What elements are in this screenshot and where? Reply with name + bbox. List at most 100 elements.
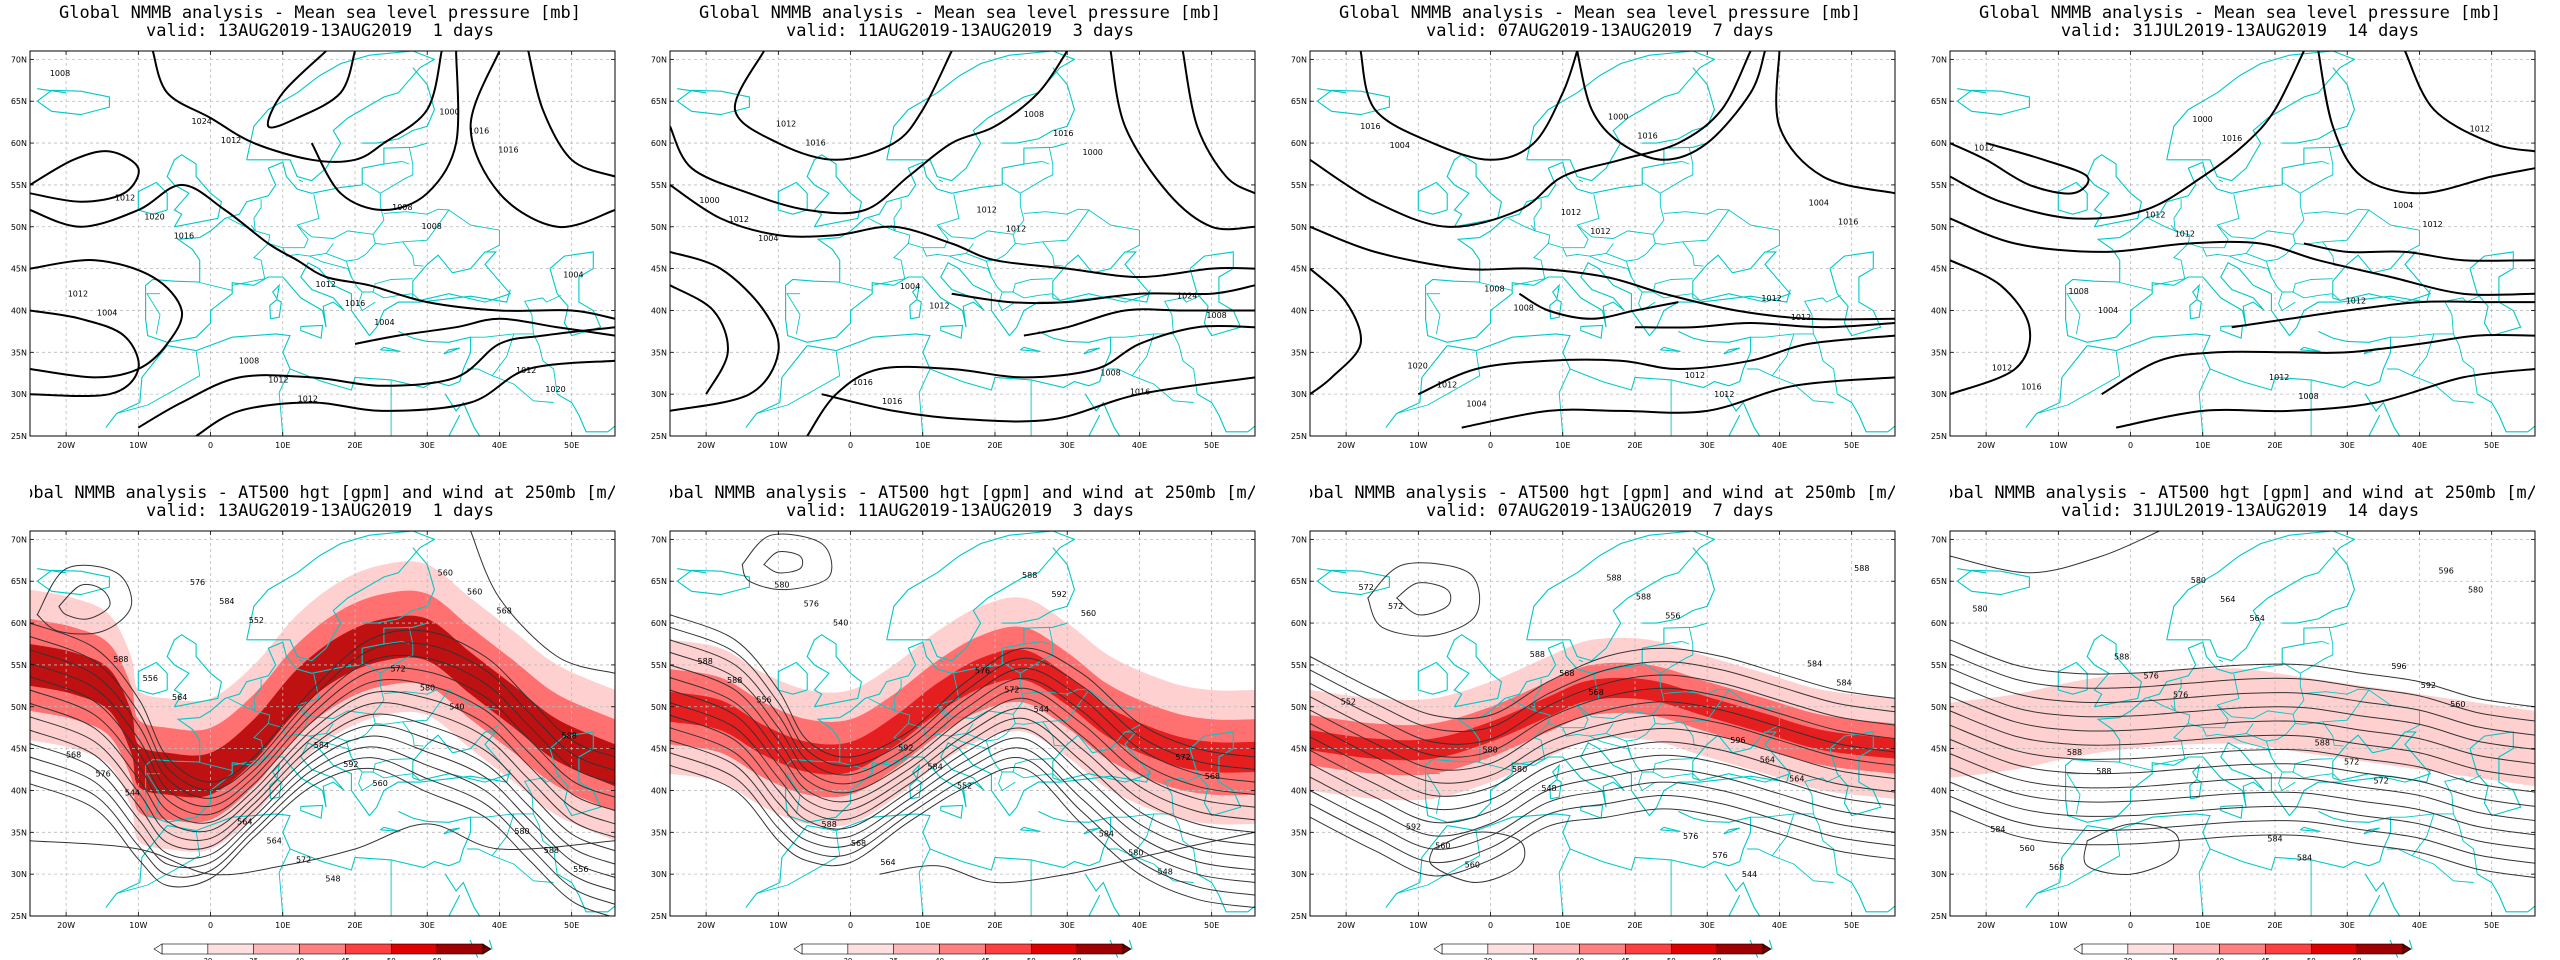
contour-label: 580 xyxy=(420,683,435,692)
contour-label: 1012 xyxy=(729,215,749,224)
lon-tick-label: 0 xyxy=(208,921,213,930)
contour-label: 560 xyxy=(2450,700,2465,709)
contour-label: 1012 xyxy=(2175,230,2195,239)
lat-tick-label: 55N xyxy=(11,181,27,190)
contour-label: 588 xyxy=(562,731,577,740)
jet-band-strong xyxy=(1310,677,1895,761)
colorbar-swatch xyxy=(1441,943,1489,955)
lon-tick-label: 20E xyxy=(987,921,1002,930)
contour-label: 580 xyxy=(1512,765,1527,774)
plot-border xyxy=(1949,530,2536,917)
isobar-line xyxy=(1359,50,1579,161)
height-contour-line xyxy=(1949,753,2536,822)
contour-label: 560 xyxy=(1435,841,1450,850)
contour-label: 1008 xyxy=(2298,392,2318,401)
lat-tick-label: 35N xyxy=(1931,828,1947,837)
lon-tick-label: 50E xyxy=(2484,441,2499,450)
contour-label: 588 xyxy=(113,655,128,664)
lon-tick-label: 10E xyxy=(915,921,930,930)
isobar-line xyxy=(1309,267,1363,395)
contour-label: 588 xyxy=(2096,767,2111,776)
contour-label: 1008 xyxy=(1514,304,1534,313)
panel-z500-14days: Global NMMB analysis - AT500 hgt [gpm] a… xyxy=(1920,480,2560,960)
contour-label: 584 xyxy=(2297,853,2312,862)
lat-tick-label: 70N xyxy=(11,55,27,64)
jet-band-strong xyxy=(30,615,615,798)
height-contour-line xyxy=(669,689,1256,833)
contour-label: 1020 xyxy=(1408,361,1428,370)
colorbar-right-arrow xyxy=(1122,943,1132,955)
isobar-line xyxy=(669,184,1256,279)
contour-label: 588 xyxy=(1022,571,1037,580)
height-contour-line xyxy=(1309,687,1896,758)
contour-label: 1012 xyxy=(977,206,997,215)
axis-labels: 70N 65N 60N 55N 50N 45N 40N 35N 30N 25N 20W 10W 0 10E… xyxy=(1291,531,1895,930)
contour-label: 572 xyxy=(1359,583,1374,592)
height-contour-line xyxy=(1949,530,2160,574)
colorbar-swatch xyxy=(1670,943,1718,955)
jet-band-strong xyxy=(670,649,1255,775)
colorbar-tick-label: 45 xyxy=(981,957,990,960)
contour-label: 1004 xyxy=(374,318,394,327)
contour-label: 1012 xyxy=(1761,294,1781,303)
contour-label: 572 xyxy=(296,856,311,865)
isobar-line xyxy=(354,317,616,345)
lon-tick-label: 10E xyxy=(1555,921,1570,930)
contour-label: 584 xyxy=(314,741,329,750)
contour-label: 1024 xyxy=(192,117,212,126)
panel-valid-period: valid: 11AUG2019-13AUG2019 3 days xyxy=(786,501,1134,521)
contour-label: 1024 xyxy=(1177,292,1197,301)
geopotential-contours xyxy=(1309,562,1896,884)
colorbar-swatch xyxy=(1579,943,1626,955)
contour-label: 1004 xyxy=(1809,199,1829,208)
contour-label: 1012 xyxy=(1590,227,1610,236)
isobars xyxy=(1309,50,1896,429)
contour-label: 568 xyxy=(2049,863,2064,872)
lat-tick-label: 60N xyxy=(651,619,667,628)
lon-tick-label: 0 xyxy=(1488,921,1493,930)
map-frame xyxy=(30,51,615,436)
lat-tick-label: 50N xyxy=(651,223,667,232)
contour-label: 556 xyxy=(143,674,158,683)
lat-tick-label: 30N xyxy=(651,390,667,399)
height-contour-line xyxy=(669,702,1256,846)
panel-valid-period: valid: 07AUG2019-13AUG2019 7 days xyxy=(1426,21,1774,41)
jet-stream-shading xyxy=(1950,668,2535,787)
plot-outside-mask xyxy=(640,480,1280,960)
colorbar-tick-label: 40 xyxy=(295,957,304,960)
lon-tick-label: 20W xyxy=(1337,441,1355,450)
contour-label: 580 xyxy=(1128,849,1143,858)
colorbar-tick-label: 45 xyxy=(341,957,350,960)
lat-tick-label: 40N xyxy=(651,786,667,795)
height-contour-line xyxy=(669,614,1256,758)
isobar-line xyxy=(1181,50,1256,195)
isobar-line xyxy=(669,50,1069,215)
lon-tick-label: 10E xyxy=(1555,441,1570,450)
contour-label: 588 xyxy=(2114,653,2129,662)
height-contour-line xyxy=(29,702,616,838)
lat-tick-label: 45N xyxy=(11,265,27,274)
contour-label: 1004 xyxy=(900,282,920,291)
contour-label: 588 xyxy=(1606,574,1621,583)
contour-label: 572 xyxy=(1004,686,1019,695)
lon-tick-label: 10W xyxy=(1409,441,1427,450)
lat-tick-label: 30N xyxy=(651,870,667,879)
wind-speed-colorbar: 30 35 40 45 50 60 xyxy=(1433,943,1772,960)
lon-tick-label: 40E xyxy=(1772,921,1787,930)
isobar-line xyxy=(137,326,616,429)
isobar-line xyxy=(951,284,1256,305)
lat-tick-label: 55N xyxy=(1291,661,1307,670)
lat-tick-label: 55N xyxy=(651,661,667,670)
contour-label: 568 xyxy=(66,750,81,759)
colorbar-tick-label: 30 xyxy=(203,957,212,960)
lat-tick-label: 35N xyxy=(1931,348,1947,357)
colorbar-swatch xyxy=(1030,943,1078,955)
lat-lon-gridlines xyxy=(30,531,615,916)
height-contour-line xyxy=(1309,808,1896,877)
height-contour-line xyxy=(741,533,833,591)
contour-label: 1012 xyxy=(776,120,796,129)
isobars xyxy=(669,50,1256,437)
lat-tick-label: 40N xyxy=(11,786,27,795)
isobar-line xyxy=(821,376,1256,423)
contour-label: 560 xyxy=(1465,860,1480,869)
